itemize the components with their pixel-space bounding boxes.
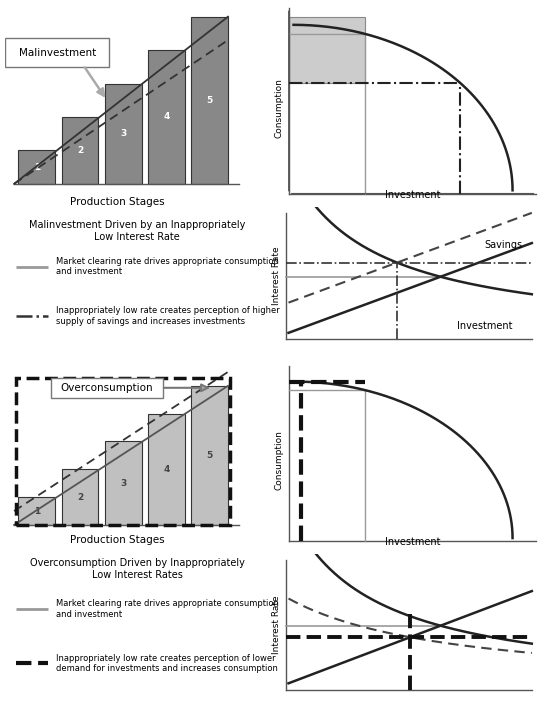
Text: Interest Rate: Interest Rate	[272, 596, 281, 654]
Text: Overconsumption Driven by Inappropriately
Low Interest Rates: Overconsumption Driven by Inappropriatel…	[30, 558, 245, 579]
Text: 3: 3	[120, 129, 126, 138]
Text: Consumption: Consumption	[274, 430, 284, 490]
Text: Market clearing rate drives appropriate consumption
and investment: Market clearing rate drives appropriate …	[55, 599, 278, 619]
Bar	[61, 469, 98, 525]
Text: 5: 5	[206, 451, 212, 460]
Text: 4: 4	[163, 465, 170, 474]
FancyBboxPatch shape	[5, 38, 109, 67]
Bar	[19, 497, 55, 525]
Text: 2: 2	[77, 493, 83, 501]
Bar	[19, 150, 55, 184]
Bar	[61, 117, 98, 184]
Text: Inappropriately low rate creates perception of lower
demand for investments and : Inappropriately low rate creates percept…	[55, 654, 277, 673]
Text: Consumption: Consumption	[274, 77, 284, 138]
Text: Malinvestment Driven by an Inappropriately
Low Interest Rate: Malinvestment Driven by an Inappropriate…	[29, 220, 245, 242]
Text: 1: 1	[33, 506, 40, 515]
Text: Investment: Investment	[385, 537, 440, 547]
Bar	[105, 84, 142, 184]
Bar	[16, 377, 230, 525]
Text: Interest Rate: Interest Rate	[272, 247, 281, 306]
Text: Overconsumption: Overconsumption	[61, 383, 153, 393]
Bar	[105, 442, 142, 525]
Bar	[191, 17, 228, 184]
Text: Investment: Investment	[385, 190, 440, 200]
Text: 2: 2	[77, 146, 83, 155]
Text: 5: 5	[206, 96, 212, 105]
Bar	[289, 16, 365, 83]
FancyBboxPatch shape	[51, 377, 163, 398]
Text: Market clearing rate drives appropriate consumption
and investment: Market clearing rate drives appropriate …	[55, 257, 278, 277]
Bar	[148, 413, 185, 525]
Bar	[148, 50, 185, 184]
Text: Investment: Investment	[457, 320, 513, 330]
Text: 4: 4	[163, 113, 170, 121]
Text: 3: 3	[120, 479, 126, 488]
Text: Production Stages: Production Stages	[70, 535, 165, 545]
Text: 1: 1	[33, 162, 40, 172]
Text: Production Stages: Production Stages	[70, 197, 165, 207]
Text: Inappropriately low rate creates perception of higher
supply of savings and incr: Inappropriately low rate creates percept…	[55, 306, 279, 325]
Text: Malinvestment: Malinvestment	[19, 48, 96, 58]
Bar	[191, 386, 228, 525]
Text: Savings: Savings	[485, 240, 523, 250]
